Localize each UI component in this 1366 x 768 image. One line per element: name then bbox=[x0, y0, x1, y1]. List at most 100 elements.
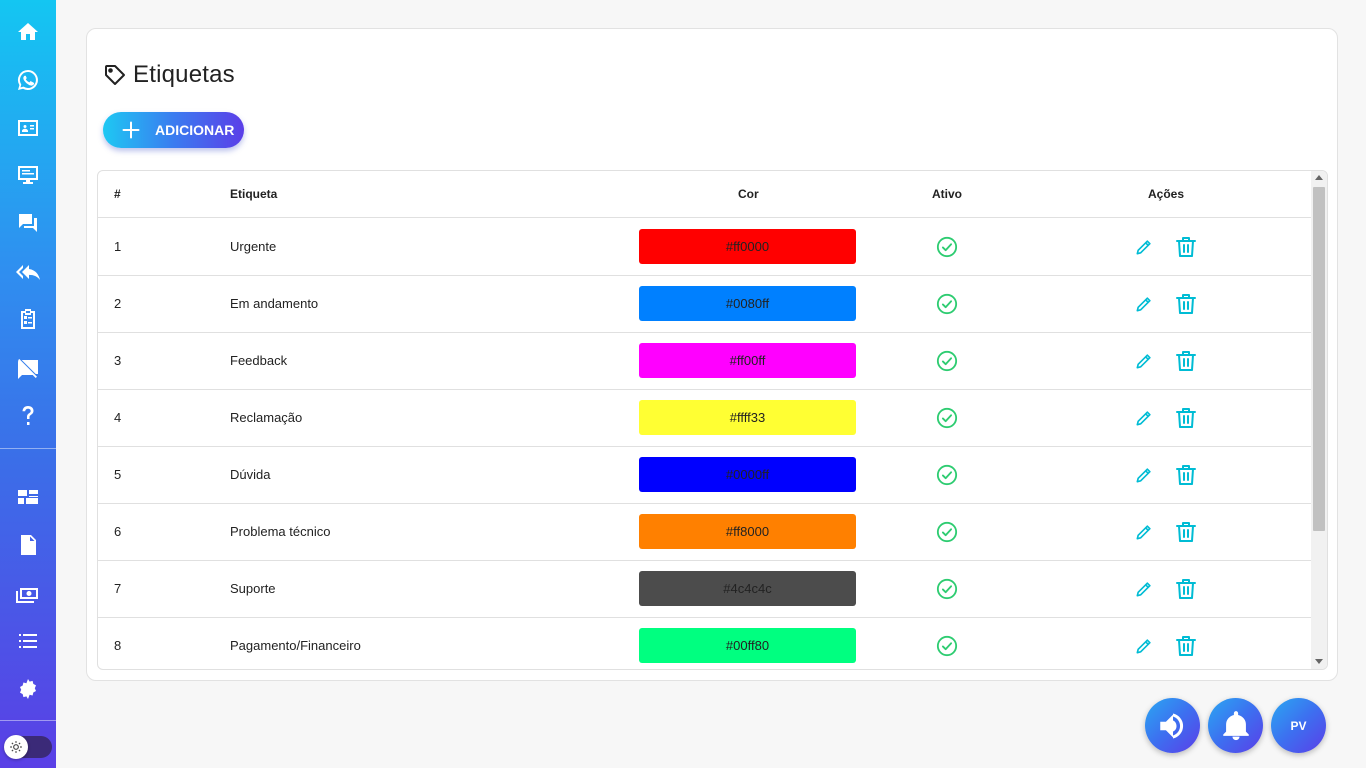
delete-icon[interactable] bbox=[1174, 634, 1198, 658]
plus-icon bbox=[122, 121, 140, 139]
tag-name: Suporte bbox=[230, 581, 276, 596]
money-icon bbox=[16, 588, 38, 603]
tag-color-value: #0080ff bbox=[725, 296, 770, 311]
tag-color-swatch: #ff0000 bbox=[639, 229, 856, 264]
sidebar-item-tasks[interactable] bbox=[8, 301, 48, 337]
edit-icon[interactable] bbox=[1134, 579, 1154, 599]
theme-toggle-knob bbox=[4, 735, 28, 759]
table-row: 4 Reclamação #ffff33 bbox=[98, 390, 1311, 447]
active-check-icon bbox=[936, 464, 958, 486]
column-header-active: Ativo bbox=[932, 187, 962, 201]
sidebar-item-reports[interactable] bbox=[8, 527, 48, 563]
table-header: # Etiqueta Cor Ativo Ações bbox=[98, 171, 1311, 218]
edit-icon[interactable] bbox=[1134, 408, 1154, 428]
table-row: 8 Pagamento/Financeiro #00ff80 bbox=[98, 618, 1311, 669]
tag-icon bbox=[105, 65, 125, 85]
sidebar-item-quick-replies[interactable] bbox=[8, 254, 48, 290]
tag-color-value: #ff0000 bbox=[725, 239, 770, 254]
column-header-tag: Etiqueta bbox=[230, 187, 278, 201]
page-header: Etiquetas bbox=[103, 61, 235, 89]
tag-name: Reclamação bbox=[230, 410, 303, 425]
sidebar-divider bbox=[0, 448, 56, 449]
column-header-id: # bbox=[114, 187, 121, 201]
monitor-icon bbox=[18, 166, 38, 184]
chat-icon bbox=[19, 214, 37, 232]
tag-color-swatch: #ff8000 bbox=[639, 514, 856, 549]
table-row: 3 Feedback #ff00ff bbox=[98, 333, 1311, 390]
table-row: 1 Urgente #ff0000 bbox=[98, 219, 1311, 276]
settings-icon bbox=[20, 679, 36, 699]
tag-id: 3 bbox=[114, 353, 122, 368]
active-check-icon bbox=[936, 236, 958, 258]
sidebar-item-home[interactable] bbox=[8, 14, 48, 50]
tag-name: Problema técnico bbox=[230, 524, 331, 539]
tag-name: Feedback bbox=[230, 353, 288, 368]
edit-icon[interactable] bbox=[1134, 522, 1154, 542]
edit-icon[interactable] bbox=[1134, 465, 1154, 485]
tag-color-value: #ffff33 bbox=[729, 410, 766, 425]
delete-icon[interactable] bbox=[1174, 235, 1198, 259]
delete-icon[interactable] bbox=[1174, 406, 1198, 430]
tag-id: 5 bbox=[114, 467, 122, 482]
sidebar-item-financial[interactable] bbox=[8, 576, 48, 612]
reply-all-icon bbox=[16, 265, 40, 280]
report-icon bbox=[21, 535, 36, 555]
tag-name: Pagamento/Financeiro bbox=[230, 638, 361, 653]
list-icon bbox=[19, 634, 37, 648]
active-check-icon bbox=[936, 407, 958, 429]
theme-toggle[interactable] bbox=[4, 735, 52, 759]
edit-icon[interactable] bbox=[1134, 636, 1154, 656]
tags-table: # Etiqueta Cor Ativo Ações 1 Urgente #ff00… bbox=[97, 170, 1328, 670]
scroll-thumb[interactable] bbox=[1313, 187, 1325, 531]
active-check-icon bbox=[936, 521, 958, 543]
sidebar-item-disabled-messages[interactable] bbox=[8, 350, 48, 386]
sidebar bbox=[0, 0, 56, 768]
active-check-icon bbox=[936, 350, 958, 372]
sound-button[interactable] bbox=[1145, 698, 1200, 753]
tag-color-swatch: #00ff80 bbox=[639, 628, 856, 663]
tag-id: 4 bbox=[114, 410, 122, 425]
delete-icon[interactable] bbox=[1174, 349, 1198, 373]
sidebar-item-settings[interactable] bbox=[8, 671, 48, 707]
table-row: 2 Em andamento #0080ff bbox=[98, 276, 1311, 333]
delete-icon[interactable] bbox=[1174, 463, 1198, 487]
add-tag-button[interactable]: ADICIONAR bbox=[103, 112, 244, 148]
edit-icon[interactable] bbox=[1134, 351, 1154, 371]
column-header-actions: Ações bbox=[1148, 187, 1185, 201]
delete-icon[interactable] bbox=[1174, 520, 1198, 544]
scroll-up-arrow[interactable] bbox=[1315, 175, 1323, 180]
delete-icon[interactable] bbox=[1174, 577, 1198, 601]
column-header-color: Cor bbox=[738, 187, 759, 201]
sidebar-item-contacts[interactable] bbox=[8, 110, 48, 146]
sidebar-item-whatsapp[interactable] bbox=[8, 62, 48, 98]
notifications-button[interactable] bbox=[1208, 698, 1263, 753]
delete-icon[interactable] bbox=[1174, 292, 1198, 316]
active-check-icon bbox=[936, 293, 958, 315]
active-check-icon bbox=[936, 578, 958, 600]
table-row: 7 Suporte #4c4c4c bbox=[98, 561, 1311, 618]
tag-id: 2 bbox=[114, 296, 122, 311]
tag-id: 1 bbox=[114, 239, 122, 254]
bell-icon bbox=[1222, 710, 1249, 740]
whatsapp-icon bbox=[18, 70, 38, 90]
scroll-down-arrow[interactable] bbox=[1315, 659, 1323, 664]
contacts-icon bbox=[18, 120, 38, 136]
sidebar-item-help[interactable] bbox=[8, 398, 48, 434]
tag-id: 8 bbox=[114, 638, 122, 653]
sidebar-item-dashboard[interactable] bbox=[8, 479, 48, 515]
sidebar-item-chats[interactable] bbox=[8, 205, 48, 241]
tag-color-value: #0000ff bbox=[725, 467, 770, 482]
user-avatar-button[interactable]: PV bbox=[1271, 698, 1326, 753]
edit-icon[interactable] bbox=[1134, 294, 1154, 314]
tag-name: Em andamento bbox=[230, 296, 319, 311]
table-scrollbar[interactable] bbox=[1311, 171, 1327, 669]
tag-color-swatch: #4c4c4c bbox=[639, 571, 856, 606]
sidebar-item-queues[interactable] bbox=[8, 623, 48, 659]
tag-color-swatch: #ffff33 bbox=[639, 400, 856, 435]
tag-color-swatch: #0000ff bbox=[639, 457, 856, 492]
tag-color-value: #00ff80 bbox=[725, 638, 770, 653]
tags-card: Etiquetas ADICIONAR # Etiqueta Cor Ativo… bbox=[86, 28, 1338, 681]
sidebar-item-monitor[interactable] bbox=[8, 157, 48, 193]
edit-icon[interactable] bbox=[1134, 237, 1154, 257]
tag-color-value: #ff8000 bbox=[725, 524, 770, 539]
